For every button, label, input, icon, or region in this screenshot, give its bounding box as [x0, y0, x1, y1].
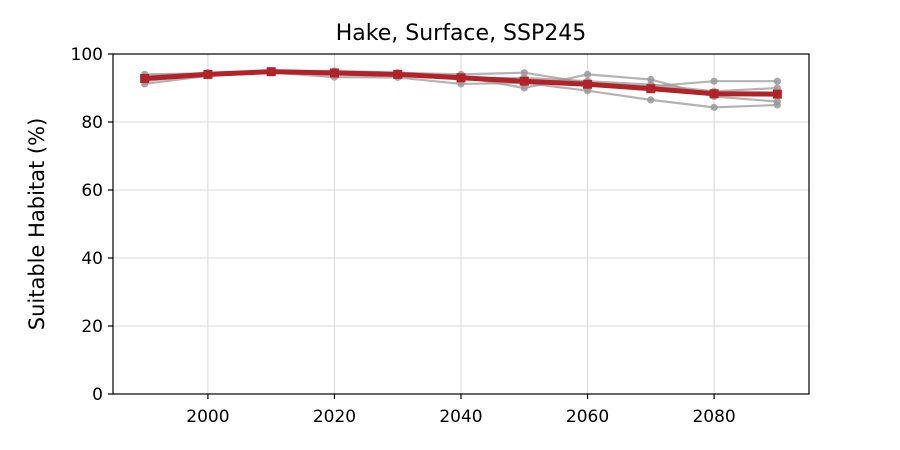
mean-series-point	[203, 69, 213, 79]
mean-series-point	[329, 68, 339, 78]
member-series-point	[647, 96, 655, 104]
grid	[113, 53, 809, 395]
mean-series-point	[393, 69, 403, 79]
chart-title: Hake, Surface, SSP245	[336, 21, 587, 46]
y-axis-label: Suitable Habitat (%)	[25, 118, 49, 331]
y-tick-label: 0	[92, 385, 103, 405]
mean-series-point	[646, 84, 656, 94]
mean-series-point	[266, 67, 276, 77]
x-tick-label: 2020	[313, 407, 356, 427]
member-series-point	[773, 98, 781, 106]
x-tick-label: 2060	[566, 407, 609, 427]
mean-series-point	[709, 89, 719, 99]
member-series-point	[710, 103, 718, 111]
y-tick-label: 40	[81, 249, 103, 269]
mean-series-point	[583, 79, 593, 89]
member-series-point	[773, 77, 781, 85]
y-tick-label: 80	[81, 113, 103, 133]
mean-series-point	[140, 73, 150, 83]
x-tick-label: 2080	[692, 407, 735, 427]
x-tick-label: 2040	[439, 407, 482, 427]
series-layer	[140, 67, 782, 111]
member-series-point	[647, 75, 655, 84]
member-series-point	[520, 84, 528, 92]
mean-series-point	[772, 89, 782, 99]
y-tick-label: 20	[81, 317, 103, 337]
mean-series-point	[456, 73, 466, 83]
member-series-point	[710, 77, 718, 85]
member-series-point	[520, 69, 528, 77]
y-tick-label: 60	[81, 181, 103, 201]
member-series-point	[583, 70, 592, 78]
mean-series-point	[519, 76, 529, 86]
x-tick-label: 2000	[186, 407, 229, 427]
y-tick-label: 100	[71, 45, 103, 65]
member-series-point	[583, 87, 592, 95]
